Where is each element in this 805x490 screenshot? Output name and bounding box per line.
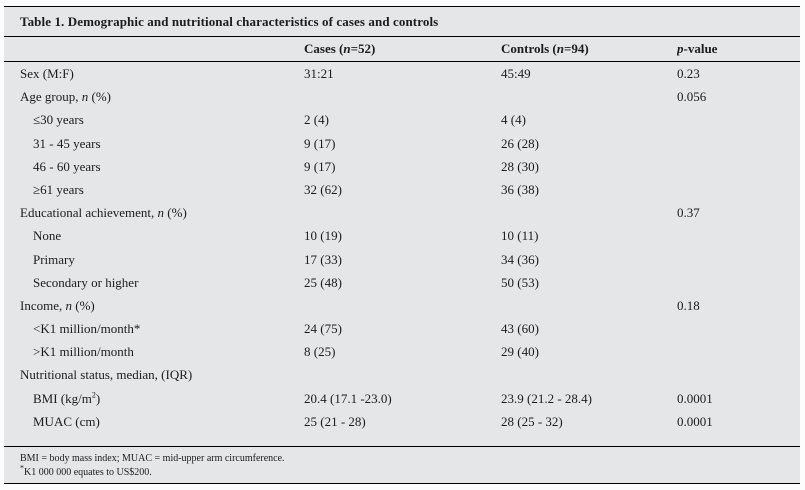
table-footnotes: BMI = body mass index; MUAC = mid-upper … [4, 446, 800, 483]
cases-cell: 24 (75) [304, 321, 342, 337]
row-label: BMI (kg/m2) [33, 390, 101, 406]
table-row: None 10 (19) 10 (11) [4, 224, 800, 247]
pvalue-cell: 0.0001 [677, 413, 713, 429]
cases-cell: 2 (4) [304, 112, 329, 128]
column-header: Controls (n=94) [501, 41, 589, 56]
controls-cell: 36 (38) [501, 181, 539, 197]
table-body: Sex (M:F) 31:21 45:49 0.23 Age group, n (%) 0… [4, 62, 800, 433]
controls-cell: 4 (4) [501, 112, 526, 128]
controls-cell: 28 (30) [501, 158, 539, 174]
footnote: BMI = body mass index; MUAC = mid-upper … [20, 453, 285, 464]
controls-cell [501, 363, 677, 386]
cases-cell: 17 (33) [304, 251, 342, 267]
row-label: Income, n (%) [20, 297, 95, 313]
cases-cell: 25 (48) [304, 274, 342, 290]
row-label: Sex (M:F) [20, 66, 74, 81]
cases-cell: 25 (21 - 28) [304, 413, 366, 429]
row-label: Age group, n (%) [20, 89, 111, 105]
table-row: Income, n (%) 0.18 [4, 294, 800, 317]
controls-cell: 28 (25 - 32) [501, 413, 563, 429]
column-header: p-value [677, 41, 718, 56]
cases-cell [304, 294, 501, 317]
table-row: Sex (M:F) 31:21 45:49 0.23 [4, 62, 800, 85]
pvalue-cell: 0.18 [677, 297, 700, 313]
pvalue-cell: 0.23 [677, 66, 700, 81]
row-label: ≥61 years [33, 181, 84, 197]
pvalue-cell [677, 155, 790, 178]
footnote: *K1 000 000 equates to US$200. [20, 463, 152, 478]
row-label: Primary [33, 251, 75, 267]
controls-cell [501, 294, 677, 317]
pvalue-cell: 0.056 [677, 89, 707, 105]
controls-cell: 10 (11) [501, 228, 539, 244]
table-title: Table 1. Demographic and nutritional cha… [4, 7, 800, 37]
controls-cell: 45:49 [501, 66, 531, 81]
pvalue-cell [677, 108, 790, 131]
table-row: ≤30 years 2 (4) 4 (4) [4, 108, 800, 131]
pvalue-cell [677, 340, 790, 363]
pvalue-cell [677, 178, 790, 201]
controls-cell: 26 (28) [501, 135, 539, 151]
table-row: ≥61 years 32 (62) 36 (38) [4, 178, 800, 201]
cases-cell: 31:21 [304, 66, 334, 81]
pvalue-cell [677, 271, 790, 294]
cases-cell: 9 (17) [304, 135, 336, 151]
table-row: <K1 million/month* 24 (75) 43 (60) [4, 317, 800, 340]
row-label: 31 - 45 years [33, 135, 101, 151]
row-label: None [33, 228, 62, 244]
table-panel: Table 1. Demographic and nutritional cha… [4, 6, 800, 484]
table-row: Educational achievement, n (%) 0.37 [4, 201, 800, 224]
pvalue-cell [677, 317, 790, 340]
pvalue-cell [677, 224, 790, 247]
controls-cell [501, 85, 677, 108]
controls-cell: 34 (36) [501, 251, 539, 267]
table-row: MUAC (cm) 25 (21 - 28) 28 (25 - 32) 0.0001 [4, 410, 800, 433]
row-label: MUAC (cm) [33, 413, 100, 429]
cases-cell [304, 85, 501, 108]
row-label: <K1 million/month* [33, 321, 141, 337]
controls-cell [501, 201, 677, 224]
cases-cell: 10 (19) [304, 228, 342, 244]
table-row: Age group, n (%) 0.056 [4, 85, 800, 108]
table-row: BMI (kg/m2) 20.4 (17.1 -23.0) 23.9 (21.2 -… [4, 387, 800, 410]
controls-cell: 23.9 (21.2 - 28.4) [501, 390, 592, 406]
table-row: >K1 million/month 8 (25) 29 (40) [4, 340, 800, 363]
row-label: 46 - 60 years [33, 158, 101, 174]
cases-cell [304, 363, 501, 386]
cases-cell: 32 (62) [304, 181, 342, 197]
controls-cell: 50 (53) [501, 274, 539, 290]
cases-cell [304, 201, 501, 224]
cases-cell: 8 (25) [304, 344, 336, 360]
pvalue-cell: 0.0001 [677, 390, 713, 406]
pvalue-cell [677, 132, 790, 155]
row-label: Educational achievement, n (%) [20, 205, 187, 221]
column-header: Cases (n=52) [304, 41, 376, 56]
table-row: Nutritional status, median, (IQR) [4, 363, 800, 386]
row-label: >K1 million/month [33, 344, 134, 360]
pvalue-cell: 0.37 [677, 205, 700, 221]
controls-cell: 43 (60) [501, 321, 539, 337]
table-row: Secondary or higher 25 (48) 50 (53) [4, 271, 800, 294]
table-row: 31 - 45 years 9 (17) 26 (28) [4, 132, 800, 155]
table-header-row: Cases (n=52) Controls (n=94) p-value [4, 37, 800, 62]
controls-cell: 29 (40) [501, 344, 539, 360]
cases-cell: 9 (17) [304, 158, 336, 174]
header-empty-cell [20, 37, 304, 61]
table-row: 46 - 60 years 9 (17) 28 (30) [4, 155, 800, 178]
pvalue-cell [677, 363, 790, 386]
table-row: Primary 17 (33) 34 (36) [4, 248, 800, 271]
row-label: ≤30 years [33, 112, 84, 128]
row-label: Secondary or higher [33, 274, 139, 290]
pvalue-cell [677, 248, 790, 271]
cases-cell: 20.4 (17.1 -23.0) [304, 390, 392, 406]
row-label: Nutritional status, median, (IQR) [20, 367, 193, 383]
